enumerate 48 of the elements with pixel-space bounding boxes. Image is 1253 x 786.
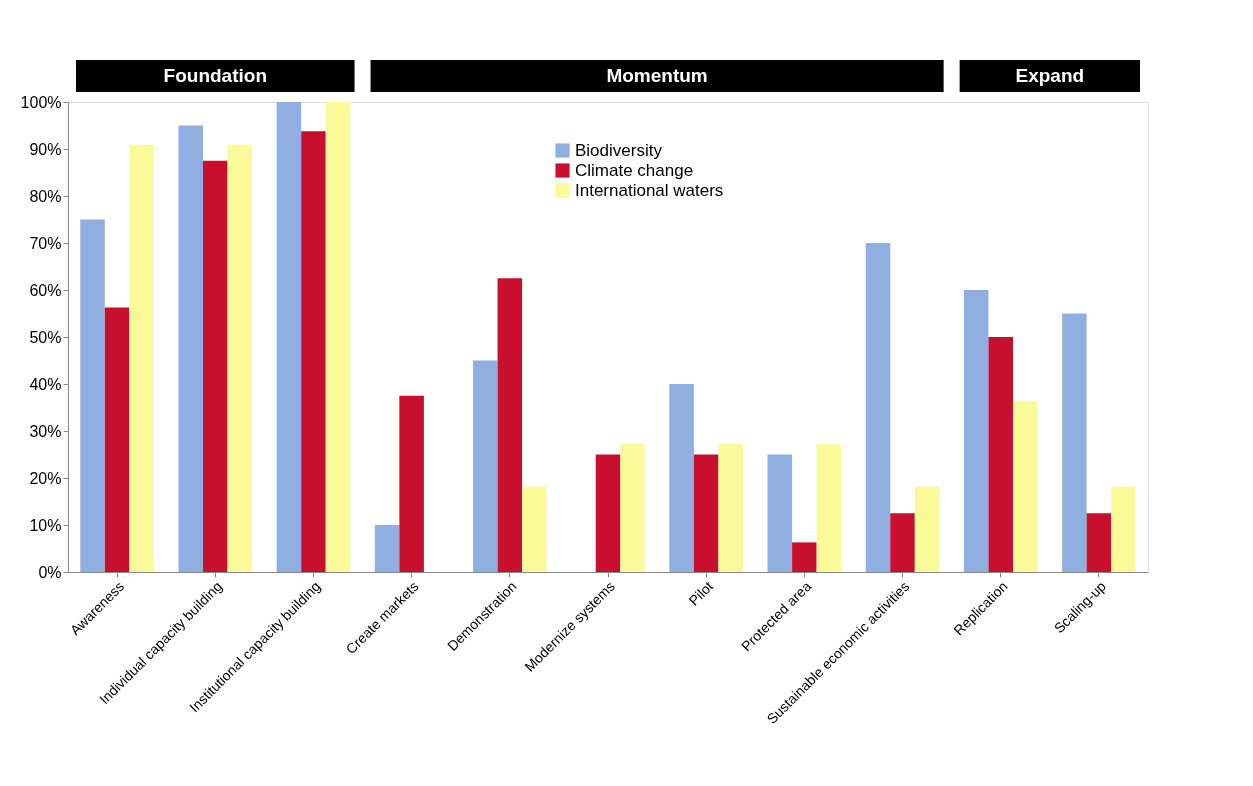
bar xyxy=(890,513,915,572)
bar xyxy=(227,144,253,572)
bar xyxy=(178,125,203,572)
bar xyxy=(693,454,719,572)
bar xyxy=(1062,313,1087,572)
bar xyxy=(816,443,842,572)
legend-label: International waters xyxy=(575,180,724,200)
bar xyxy=(1086,513,1112,572)
bar xyxy=(399,395,424,572)
bar xyxy=(865,243,891,572)
y-tick-label: 100% xyxy=(20,93,62,111)
bar xyxy=(374,525,400,572)
bar xyxy=(792,542,817,572)
y-tick-label: 20% xyxy=(29,469,62,487)
bar xyxy=(988,337,1013,572)
y-tick-label: 70% xyxy=(29,234,62,252)
bar xyxy=(718,443,743,572)
bar xyxy=(301,131,326,572)
y-tick-label: 40% xyxy=(29,375,62,393)
bar xyxy=(80,219,105,572)
legend-label: Biodiversity xyxy=(575,140,663,160)
bar xyxy=(914,486,940,572)
text: Foundation xyxy=(163,65,267,86)
bar xyxy=(1111,486,1136,572)
y-tick-label: 80% xyxy=(29,187,62,205)
bar xyxy=(276,102,302,572)
y-tick-label: 10% xyxy=(29,516,62,534)
bar xyxy=(129,144,154,572)
bar xyxy=(522,486,547,572)
legend-label: Climate change xyxy=(575,160,694,180)
bar xyxy=(963,290,989,572)
bar xyxy=(203,160,228,572)
bar xyxy=(620,443,645,572)
y-tick-label: 50% xyxy=(29,328,62,346)
bar xyxy=(595,454,621,572)
y-tick-label: 90% xyxy=(29,140,62,158)
bar xyxy=(497,278,523,572)
bar xyxy=(669,384,694,572)
y-tick-label: 0% xyxy=(38,563,62,581)
bar xyxy=(325,102,351,572)
bar xyxy=(473,360,498,572)
text: Momentum xyxy=(606,65,708,86)
y-tick-label: 30% xyxy=(29,422,62,440)
bar xyxy=(767,454,793,572)
text: Expand xyxy=(1015,65,1085,86)
bar xyxy=(104,307,130,572)
y-tick-label: 60% xyxy=(29,281,62,299)
bar xyxy=(1013,400,1038,572)
